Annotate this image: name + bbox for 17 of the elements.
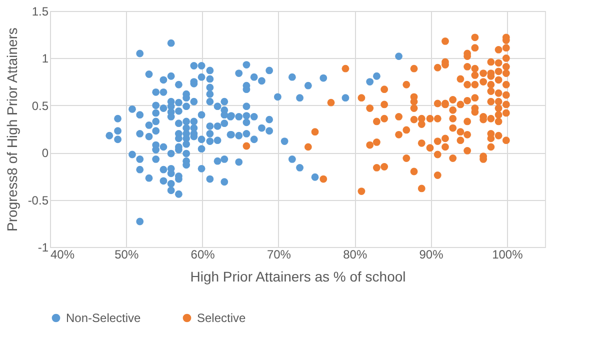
y-tick-label: 0 (42, 146, 49, 160)
x-tick-label: 100% (492, 248, 524, 262)
y-axis-title: Progress8 of High Prior Attainers (4, 28, 20, 232)
x-tick-label: 80% (343, 248, 368, 262)
x-axis-title: High Prior Attainers as % of school (190, 268, 406, 284)
x-tick-label: 50% (114, 248, 139, 262)
x-tick-label: 70% (266, 248, 292, 262)
x-tick-label: 40% (50, 248, 75, 262)
x-tick-label: 90% (419, 248, 444, 262)
legend-label: Selective (197, 311, 246, 325)
y-tick-label: 1.5 (32, 4, 49, 18)
legend-label: Non-Selective (66, 311, 142, 325)
y-tick-label: -0.5 (28, 193, 49, 208)
y-tick-label: 0.5 (32, 98, 49, 113)
y-tick-label: -1 (38, 240, 49, 254)
y-tick-label: 1 (42, 52, 49, 66)
x-tick-label: 60% (190, 248, 216, 262)
